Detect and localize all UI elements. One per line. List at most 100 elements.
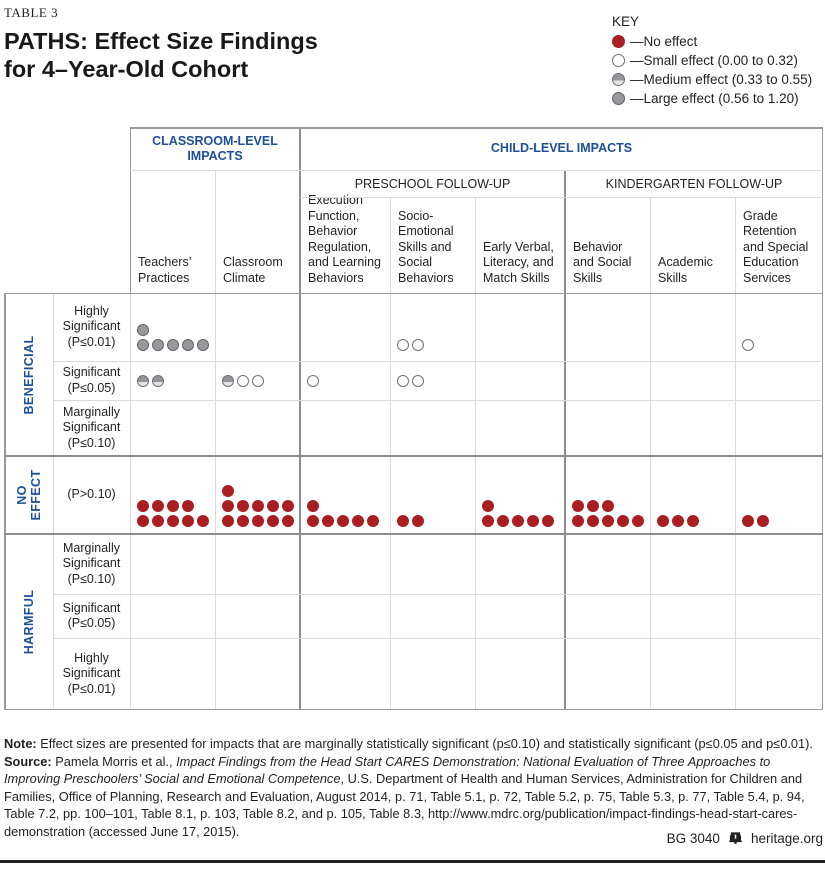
- no-effect-dot: [307, 500, 319, 512]
- no-effect-dot: [252, 515, 264, 527]
- effect-cell-r6-c0: [130, 638, 215, 710]
- effect-cell-r2-c0: [130, 400, 215, 456]
- text-segment: Impact Findings from the Head Start CARE…: [4, 753, 771, 787]
- column-subgroup-kindergarten-followup: KINDERGARTEN FOLLOW-UP: [605, 176, 783, 191]
- effect-cell-r6-c6: [650, 638, 735, 710]
- effect-cell-r5-c1: [215, 594, 300, 638]
- effect-cell-r3-c2: [300, 456, 390, 534]
- dot-row: [137, 375, 164, 387]
- no-effect-dot: [527, 515, 539, 527]
- dot-row: [742, 339, 754, 351]
- no-effect-dot: [182, 515, 194, 527]
- effect-cell-r4-c4: [475, 534, 565, 594]
- text-segment: Pamela Morris et al.,: [55, 753, 177, 769]
- dot-row: [482, 500, 494, 512]
- dot-row: [137, 515, 209, 527]
- no-effect-dot: [657, 515, 669, 527]
- effect-cell-r6-c7: [735, 638, 823, 710]
- no-effect-dot: [482, 500, 494, 512]
- legend-item-label: —Large effect (0.56 to 1.20): [630, 91, 799, 106]
- column-group-child-level: CHILD-LEVEL IMPACTS: [490, 141, 633, 155]
- column-header-execution-function: Execution Function, Behavior Regulation,…: [308, 193, 381, 285]
- legend-item-small-effect: —Small effect (0.00 to 0.32): [612, 51, 812, 70]
- no-effect-dot: [352, 515, 364, 527]
- no-effect-dot: [757, 515, 769, 527]
- no-effect-dot: [482, 515, 494, 527]
- dot-row: [137, 339, 209, 351]
- effect-cell-r2-c2: [300, 400, 390, 456]
- no-effect-dot: [397, 515, 409, 527]
- row-label-harmful-significant: Significant (P≤0.05): [62, 600, 121, 631]
- no-effect-dot: [742, 515, 754, 527]
- small-effect-dot: [742, 339, 754, 351]
- dot-row: [222, 375, 264, 387]
- no-effect-dot: [282, 515, 294, 527]
- website-link[interactable]: heritage.org: [750, 831, 823, 846]
- no-effect-dot: [152, 515, 164, 527]
- effect-cell-r6-c1: [215, 638, 300, 710]
- heritage-bell-icon: [729, 832, 742, 844]
- notes-block: Note: Effect sizes are presented for imp…: [4, 735, 822, 841]
- effect-cell-r1-c0: [130, 361, 215, 400]
- no-effect-dot: [602, 515, 614, 527]
- no-effect-dot: [367, 515, 379, 527]
- no-effect-dot: [617, 515, 629, 527]
- effect-cell-r5-c3: [390, 594, 475, 638]
- large-effect-dot: [197, 339, 209, 351]
- effect-cell-r5-c4: [475, 594, 565, 638]
- effect-cell-r0-c7: [735, 293, 823, 361]
- source-text: Source: Pamela Morris et al., Impact Fin…: [4, 753, 822, 841]
- row-group-beneficial-label: BENEFICIAL: [21, 335, 36, 414]
- small-effect-dot: [412, 375, 424, 387]
- legend-item-no-effect: —No effect: [612, 32, 812, 51]
- small-effect-dot: [412, 339, 424, 351]
- legend-item-label: —Small effect (0.00 to 0.32): [630, 53, 798, 68]
- no-effect-dot: [222, 500, 234, 512]
- row-label-no-effect-p: (P>0.10): [67, 487, 116, 502]
- legend-heading: KEY: [612, 14, 640, 29]
- dot-row: [137, 500, 194, 512]
- dot-row: [307, 500, 319, 512]
- effect-cell-r6-c3: [390, 638, 475, 710]
- column-header-early-verbal: Early Verbal, Literacy, and Match Skills: [483, 239, 554, 285]
- table-number-label: TABLE 3: [4, 5, 59, 20]
- no-effect-dot: [632, 515, 644, 527]
- effect-cell-r0-c1: [215, 293, 300, 361]
- legend: KEY —No effect —Small effect (0.00 to 0.3…: [612, 12, 812, 108]
- effect-cell-r1-c5: [565, 361, 650, 400]
- title-line-1: PATHS: Effect Size Findings: [4, 28, 318, 54]
- no-effect-dot: [587, 500, 599, 512]
- large-effect-dot: [612, 92, 625, 105]
- column-header-academic-skills: Academic Skills: [658, 255, 713, 285]
- row-label-harmful-highly-significant: Highly Significant (P≤0.01): [62, 650, 121, 696]
- column-header-teachers-practices: Teachers’ Practices: [138, 255, 192, 285]
- large-effect-dot: [137, 324, 149, 336]
- row-group-beneficial: BENEFICIAL: [4, 293, 53, 456]
- small-effect-dot: [237, 375, 249, 387]
- effect-cell-r0-c2: [300, 293, 390, 361]
- column-header-socio-emotional: Socio-Emotional Skills and Social Behavi…: [398, 208, 454, 285]
- effect-cell-r4-c1: [215, 534, 300, 594]
- no-effect-dot: [137, 515, 149, 527]
- effect-cell-r0-c3: [390, 293, 475, 361]
- small-effect-dot: [252, 375, 264, 387]
- row-label-harmful-marginally-significant: Marginally Significant (P≤0.10): [62, 540, 121, 586]
- effect-cell-r1-c4: [475, 361, 565, 400]
- no-effect-dot: [152, 500, 164, 512]
- effect-cell-r6-c5: [565, 638, 650, 710]
- row-group-no-effect: NO EFFECT: [4, 456, 53, 534]
- effect-cell-r3-c3: [390, 456, 475, 534]
- row-label-beneficial-highly-significant: Highly Significant (P≤0.01): [62, 303, 121, 349]
- effect-cell-r5-c2: [300, 594, 390, 638]
- effect-cell-r5-c0: [130, 594, 215, 638]
- effect-cell-r3-c7: [735, 456, 823, 534]
- no-effect-dot: [267, 515, 279, 527]
- row-group-no-effect-label: NO EFFECT: [14, 469, 43, 521]
- no-effect-dot: [197, 515, 209, 527]
- effect-cell-r4-c7: [735, 534, 823, 594]
- effect-cell-r0-c4: [475, 293, 565, 361]
- effect-cell-r4-c6: [650, 534, 735, 594]
- large-effect-dot: [137, 339, 149, 351]
- effect-cell-r2-c1: [215, 400, 300, 456]
- effect-cell-r3-c6: [650, 456, 735, 534]
